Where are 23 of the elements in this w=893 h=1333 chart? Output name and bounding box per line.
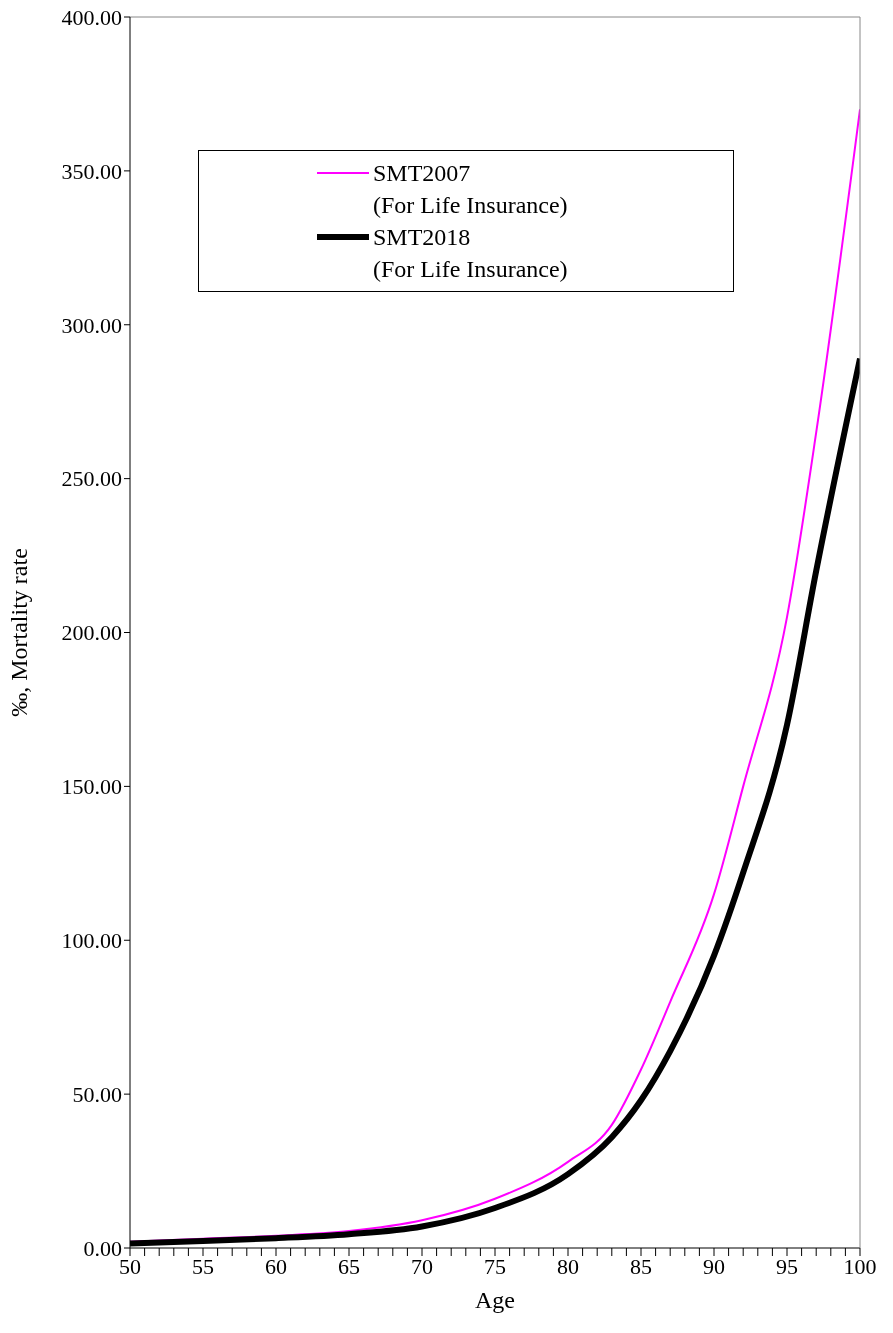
- x-tick-label: 90: [703, 1253, 725, 1279]
- y-tick-label: 50.00: [72, 1081, 122, 1107]
- x-tick-label: 65: [338, 1253, 360, 1279]
- y-axis-title: ‰, Mortality rate: [5, 548, 32, 717]
- y-tick-label: 150.00: [61, 774, 122, 800]
- y-tick-label: 100.00: [61, 928, 122, 954]
- legend-label: SMT2018 (For Life Insurance): [373, 223, 568, 284]
- x-tick-label: 60: [265, 1253, 287, 1279]
- y-tick-label: 200.00: [61, 620, 122, 646]
- x-tick-label: 80: [557, 1253, 579, 1279]
- y-tick-label: 300.00: [61, 312, 122, 338]
- x-tick-label: 85: [630, 1253, 652, 1279]
- y-tick-label: 350.00: [61, 158, 122, 184]
- x-tick-label: 95: [776, 1253, 798, 1279]
- y-tick-label: 0.00: [83, 1235, 122, 1261]
- x-tick-label: 55: [192, 1253, 214, 1279]
- x-axis-title: Age: [475, 1287, 515, 1313]
- legend-label: SMT2007 (For Life Insurance): [373, 159, 568, 220]
- y-tick-label: 400.00: [61, 4, 122, 30]
- x-tick-label: 100: [843, 1253, 877, 1279]
- x-tick-label: 75: [484, 1253, 506, 1279]
- x-tick-label: 70: [411, 1253, 433, 1279]
- y-tick-label: 250.00: [61, 466, 122, 492]
